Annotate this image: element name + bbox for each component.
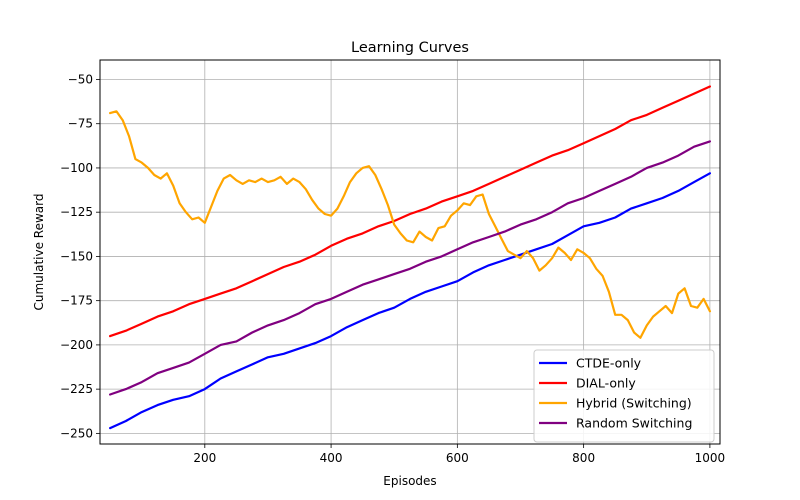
y-tick-label: −100	[60, 161, 93, 175]
grid	[100, 60, 720, 444]
legend-entry: Random Switching	[576, 416, 692, 431]
series-line-ctde-only	[108, 172, 712, 430]
legend-entry: Hybrid (Switching)	[576, 396, 692, 411]
x-tick-label: 800	[572, 451, 595, 465]
legend-entry: CTDE-only	[576, 356, 642, 371]
ticks: 200 400 600 800 1000 −250 −225 −200 −175 −150 −125…	[60, 72, 725, 465]
x-axis-label: Episodes	[383, 474, 436, 488]
series-line-random-switching	[108, 140, 712, 396]
series-line-dial-only	[108, 85, 712, 338]
x-tick-label: 200	[193, 451, 216, 465]
x-tick-label: 600	[446, 451, 469, 465]
legend-entry: DIAL-only	[576, 376, 636, 391]
x-tick-label: 400	[320, 451, 343, 465]
series-line-hybrid-switching	[108, 110, 712, 339]
y-tick-label: −250	[60, 426, 93, 440]
chart-title: Learning Curves	[351, 40, 469, 56]
y-axis-label: Cumulative Reward	[32, 194, 46, 311]
legend-box	[533, 349, 715, 443]
y-tick-label: −200	[60, 338, 93, 352]
y-tick-label: −125	[60, 205, 93, 219]
series-layer	[108, 85, 712, 430]
x-tick-label: 1000	[695, 451, 726, 465]
y-tick-label: −50	[68, 72, 93, 86]
y-tick-label: −75	[68, 117, 93, 131]
y-tick-label: −225	[60, 382, 93, 396]
legend: CTDE-only DIAL-only Hybrid (Switching) Rand…	[533, 349, 715, 443]
plot-frame	[99, 59, 721, 445]
y-tick-label: −175	[60, 294, 93, 308]
y-tick-label: −150	[60, 249, 93, 263]
